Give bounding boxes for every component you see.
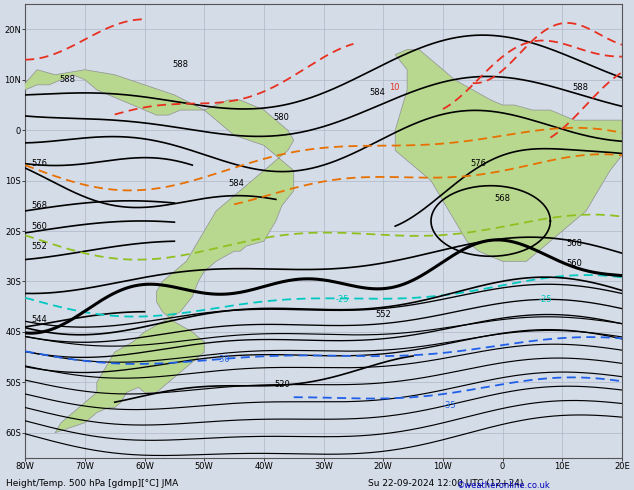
Text: 588: 588 (573, 83, 588, 92)
Text: 560: 560 (566, 259, 582, 269)
Text: -25: -25 (335, 294, 349, 304)
Text: ©weatheronline.co.uk: ©weatheronline.co.uk (456, 481, 550, 490)
Text: 576: 576 (31, 159, 47, 168)
Text: Height/Temp. 500 hPa [gdmp][°C] JMA: Height/Temp. 500 hPa [gdmp][°C] JMA (6, 479, 179, 488)
Text: 552: 552 (375, 310, 391, 319)
Text: 552: 552 (31, 242, 47, 251)
Text: 584: 584 (370, 88, 385, 97)
Text: Su 22-09-2024 12:00 UTC (12+24): Su 22-09-2024 12:00 UTC (12+24) (368, 479, 523, 488)
Text: 584: 584 (228, 179, 244, 188)
Polygon shape (395, 49, 622, 261)
Text: 576: 576 (470, 159, 487, 168)
Text: -30: -30 (216, 355, 230, 364)
Text: 588: 588 (172, 60, 188, 69)
Text: -25: -25 (538, 294, 552, 304)
Text: -35: -35 (443, 400, 456, 410)
Text: 568: 568 (495, 194, 510, 203)
Polygon shape (19, 70, 294, 433)
Text: 568: 568 (566, 239, 582, 248)
Text: 520: 520 (274, 380, 290, 390)
Text: 588: 588 (59, 75, 75, 84)
Text: 544: 544 (31, 315, 47, 324)
Text: 560: 560 (31, 221, 47, 231)
Text: 10: 10 (389, 83, 399, 92)
Text: 580: 580 (274, 113, 290, 122)
Text: 568: 568 (31, 201, 47, 210)
